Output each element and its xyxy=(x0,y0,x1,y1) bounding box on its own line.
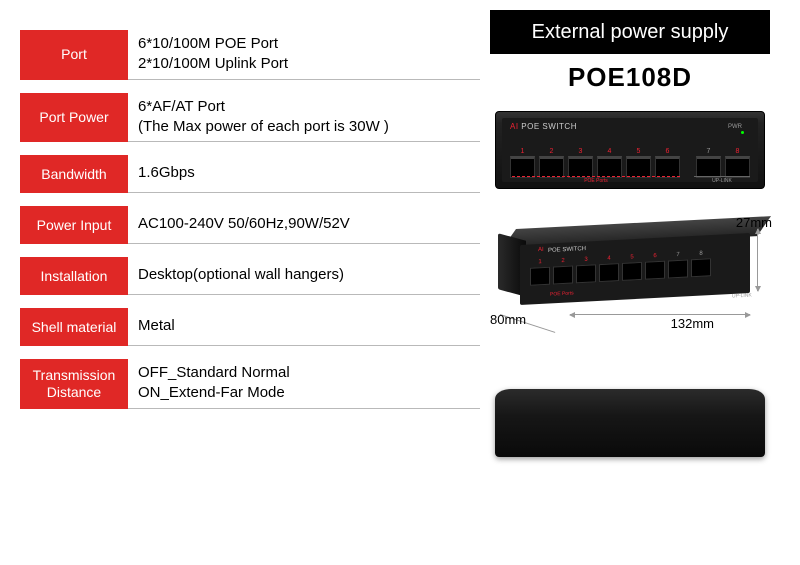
product-column: External power supply POE108D AI POE SWI… xyxy=(480,0,800,565)
dim-width: 132mm xyxy=(671,316,714,331)
spec-value: Desktop(optional wall hangers) xyxy=(128,257,480,295)
device-iso-view: AI POE SWITCH 12345678 POE Ports UP-LINK… xyxy=(490,219,770,329)
ethernet-port-icon: 2 xyxy=(553,265,573,284)
device-front-view: AI POE SWITCH PWR 12345678 POE Ports UP-… xyxy=(495,111,765,189)
spec-row: Transmission DistanceOFF_Standard Normal… xyxy=(20,359,480,409)
poe-switch-label: POE SWITCH xyxy=(521,122,577,131)
port-number: 1 xyxy=(511,148,534,155)
spec-label: Installation xyxy=(20,257,128,295)
iso-poe-underline: POE Ports xyxy=(550,290,574,297)
port-number: 6 xyxy=(656,148,679,155)
dim-line-width xyxy=(570,314,750,315)
infographic-container: Port6*10/100M POE Port 2*10/100M Uplink … xyxy=(0,0,800,565)
specs-column: Port6*10/100M POE Port 2*10/100M Uplink … xyxy=(0,0,480,565)
model-number: POE108D xyxy=(568,62,692,93)
port-number: 5 xyxy=(627,148,650,155)
ethernet-port-icon: 6 xyxy=(645,261,665,280)
ethernet-port-icon: 2 xyxy=(539,156,564,178)
spec-label: Power Input xyxy=(20,206,128,244)
spec-value: AC100-240V 50/60Hz,90W/52V xyxy=(128,206,480,244)
ethernet-port-icon: 8 xyxy=(691,258,711,277)
port-number: 5 xyxy=(623,254,641,261)
switch-front-body: AI POE SWITCH PWR 12345678 POE Ports UP-… xyxy=(495,111,765,189)
spec-label: Bandwidth xyxy=(20,155,128,193)
ethernet-port-icon: 7 xyxy=(668,259,688,278)
port-number: 8 xyxy=(726,148,749,155)
spec-row: Port6*10/100M POE Port 2*10/100M Uplink … xyxy=(20,30,480,80)
port-number: 7 xyxy=(697,148,720,155)
port-number: 8 xyxy=(692,250,710,257)
header-bar: External power supply xyxy=(490,10,770,54)
ethernet-port-icon: 1 xyxy=(530,267,550,286)
ethernet-port-icon: 6 xyxy=(655,156,680,178)
spec-value: 6*10/100M POE Port 2*10/100M Uplink Port xyxy=(128,30,480,80)
spec-row: Port Power6*AF/AT Port (The Max power of… xyxy=(20,93,480,143)
uplink-underline: UP-LINK xyxy=(694,176,750,184)
spec-value: 1.6Gbps xyxy=(128,155,480,193)
spec-value: OFF_Standard Normal ON_Extend-Far Mode xyxy=(128,359,480,409)
spec-label: Port Power xyxy=(20,93,128,143)
port-number: 4 xyxy=(600,255,618,262)
spec-row: Bandwidth1.6Gbps xyxy=(20,155,480,193)
spec-row: Power InputAC100-240V 50/60Hz,90W/52V xyxy=(20,206,480,244)
ethernet-port-icon: 8 xyxy=(725,156,750,178)
dim-height: 27mm xyxy=(736,215,772,230)
port-number: 6 xyxy=(646,253,664,260)
device-top-view xyxy=(495,389,765,457)
front-ports: 12345678 xyxy=(510,156,750,178)
ethernet-port-icon: 1 xyxy=(510,156,535,178)
port-number: 4 xyxy=(598,148,621,155)
pwr-label: PWR xyxy=(728,124,742,130)
port-number: 7 xyxy=(669,252,687,259)
ethernet-port-icon: 4 xyxy=(599,263,619,282)
port-number: 1 xyxy=(531,259,549,266)
port-number: 2 xyxy=(554,258,572,265)
spec-label: Transmission Distance xyxy=(20,359,128,409)
ethernet-port-icon: 3 xyxy=(568,156,593,178)
pwr-led-icon xyxy=(741,131,744,134)
spec-label: Port xyxy=(20,30,128,80)
ethernet-port-icon: 3 xyxy=(576,264,596,283)
ai-label: AI xyxy=(510,122,519,131)
port-number: 3 xyxy=(569,148,592,155)
ethernet-port-icon: 5 xyxy=(622,262,642,281)
dim-depth: 80mm xyxy=(490,312,526,327)
ethernet-port-icon: 4 xyxy=(597,156,622,178)
ethernet-port-icon: 7 xyxy=(696,156,721,178)
iso-uplink-underline: UP-LINK xyxy=(732,292,752,299)
port-number: 2 xyxy=(540,148,563,155)
ethernet-port-icon: 5 xyxy=(626,156,651,178)
poe-ports-underline: POE Ports xyxy=(512,176,680,184)
iso-ai-label: AI xyxy=(538,247,544,253)
spec-row: InstallationDesktop(optional wall hanger… xyxy=(20,257,480,295)
spec-row: Shell materialMetal xyxy=(20,308,480,346)
spec-value: 6*AF/AT Port (The Max power of each port… xyxy=(128,93,480,143)
switch-front-label: AI POE SWITCH xyxy=(510,122,577,131)
dim-line-height xyxy=(757,229,758,291)
spec-label: Shell material xyxy=(20,308,128,346)
port-number: 3 xyxy=(577,256,595,263)
spec-value: Metal xyxy=(128,308,480,346)
